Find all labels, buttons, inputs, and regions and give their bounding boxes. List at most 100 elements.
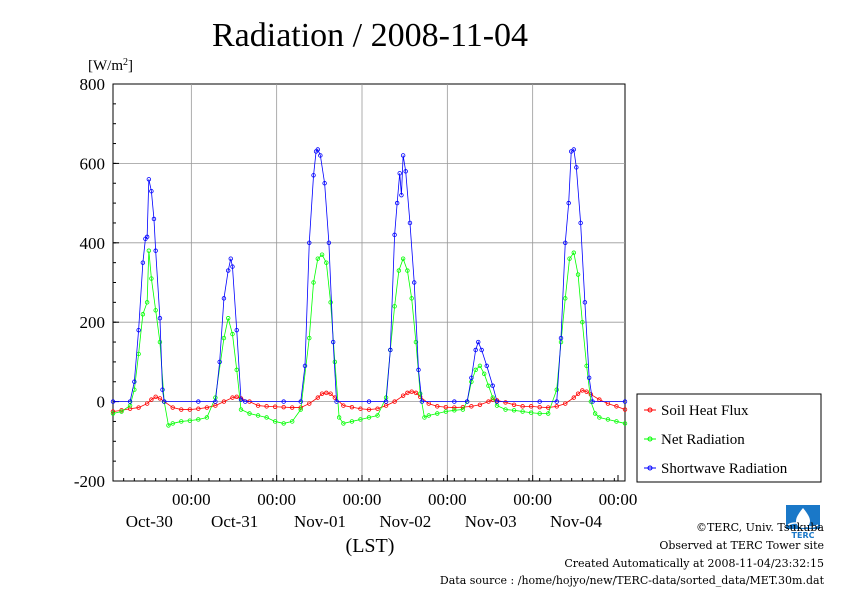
data-point	[584, 389, 589, 394]
legend: Soil Heat Flux Net Radiation Shortwave Rad…	[636, 393, 822, 483]
data-point	[332, 359, 338, 365]
data-point	[490, 395, 495, 400]
x-tick-time: 00:00	[513, 490, 552, 509]
plot-frame	[112, 83, 626, 482]
data-point	[328, 300, 333, 305]
data-point	[228, 256, 233, 261]
legend-label: Net Radiation	[661, 432, 745, 448]
data-point	[157, 396, 163, 401]
data-point	[407, 220, 413, 226]
data-point	[528, 404, 534, 409]
data-point	[307, 240, 312, 245]
data-point	[146, 248, 152, 253]
data-point	[558, 335, 564, 341]
terc-logo: TERC	[782, 503, 824, 540]
data-point	[537, 411, 542, 416]
data-point	[230, 331, 235, 337]
data-point	[336, 415, 342, 420]
legend-label: Soil Heat Flux	[661, 403, 749, 419]
data-point	[580, 388, 585, 393]
data-point	[394, 200, 400, 206]
legend-box	[636, 393, 822, 483]
x-tick-time: 00:00	[257, 490, 296, 509]
data-point	[324, 390, 329, 396]
x-tick-time: 00:00	[343, 490, 382, 509]
data-point	[405, 268, 410, 273]
data-point	[400, 393, 406, 398]
data-point	[511, 402, 517, 407]
data-point	[349, 404, 355, 410]
data-point	[315, 395, 320, 400]
series-net-radiation	[110, 248, 628, 428]
data-point	[375, 413, 380, 418]
y-tick-label: 400	[80, 234, 106, 253]
data-point	[575, 272, 581, 277]
data-point	[153, 394, 158, 400]
series-line	[113, 148, 625, 403]
y-axis-ticks: -200 0 200 400 600 800	[74, 75, 119, 491]
data-point	[520, 404, 525, 409]
data-point	[413, 339, 419, 345]
data-point	[597, 415, 602, 420]
data-point	[452, 405, 457, 410]
data-point	[358, 406, 363, 411]
data-point	[614, 419, 619, 424]
data-point	[149, 276, 154, 281]
credit-site: Observed at TERC Tower site	[659, 539, 824, 552]
data-point	[563, 296, 568, 301]
data-point	[537, 404, 542, 410]
grid-lines	[113, 84, 625, 481]
data-point	[435, 411, 440, 416]
data-point	[330, 339, 336, 345]
data-point	[132, 379, 137, 384]
data-point	[366, 415, 372, 420]
data-point	[290, 405, 295, 410]
series-line	[112, 390, 626, 412]
data-point	[422, 415, 427, 420]
data-point	[494, 399, 500, 404]
data-point	[443, 409, 448, 414]
data-point	[221, 296, 227, 301]
data-point	[537, 399, 542, 404]
data-point	[392, 399, 397, 404]
data-point	[484, 363, 489, 369]
data-point	[281, 399, 286, 404]
data-point	[196, 399, 201, 404]
data-point	[204, 405, 210, 410]
data-point	[464, 399, 470, 404]
data-point	[554, 404, 559, 409]
data-point	[234, 367, 239, 373]
data-point	[196, 406, 201, 411]
data-point	[149, 188, 154, 194]
data-point	[187, 407, 192, 412]
data-point	[140, 260, 146, 265]
data-point	[221, 399, 227, 404]
data-point	[554, 399, 559, 404]
y-tick-label: 800	[80, 75, 106, 94]
data-point	[622, 399, 628, 404]
legend-label: Shortwave Radiation	[661, 461, 788, 477]
data-point	[580, 320, 585, 325]
data-point	[405, 390, 410, 396]
data-point	[110, 399, 116, 404]
x-tick-date: Nov-02	[379, 512, 431, 531]
y-tick-label: 200	[80, 313, 106, 332]
data-point	[349, 419, 355, 424]
data-point	[563, 401, 568, 406]
data-point	[605, 417, 611, 422]
data-point	[298, 407, 303, 412]
data-point	[196, 417, 201, 422]
data-point	[234, 394, 239, 400]
data-point	[161, 399, 167, 404]
data-point	[170, 421, 175, 426]
data-point	[399, 192, 404, 198]
data-point	[213, 399, 218, 404]
data-point	[136, 405, 141, 410]
data-point	[281, 421, 286, 426]
data-point	[136, 327, 141, 333]
data-point	[614, 404, 619, 409]
legend-swatch-marker	[647, 407, 653, 413]
data-point	[119, 409, 124, 414]
y-tick-label: 600	[80, 154, 106, 173]
